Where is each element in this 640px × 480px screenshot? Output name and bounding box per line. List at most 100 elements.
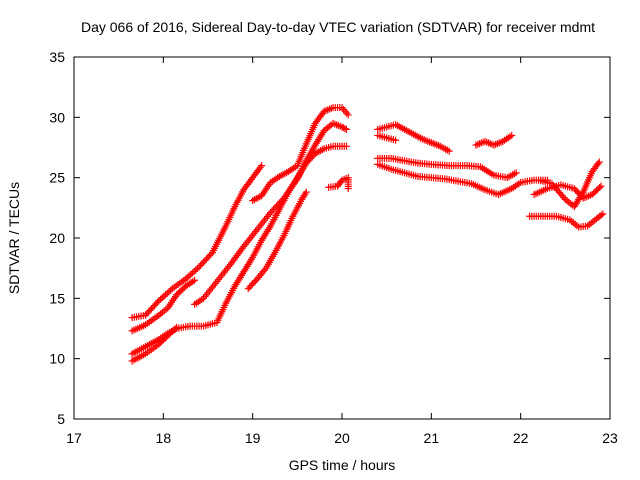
data-point <box>342 142 350 150</box>
data-point <box>141 311 149 319</box>
data-point <box>573 188 581 196</box>
data-point <box>193 264 201 272</box>
data-point <box>508 131 516 139</box>
series-arc-15 <box>535 158 603 211</box>
series-arc-12 <box>374 154 520 182</box>
data-point <box>271 204 279 212</box>
data-point <box>595 158 603 166</box>
data-point <box>272 202 280 210</box>
data-point <box>392 136 400 144</box>
data-point <box>342 125 350 133</box>
data-point <box>338 123 346 131</box>
data-point <box>570 185 578 193</box>
chart-title: Day 066 of 2016, Sidereal Day-to-day VTE… <box>81 19 595 35</box>
data-point <box>339 124 347 132</box>
x-tick-label: 18 <box>156 430 172 446</box>
data-point <box>191 276 199 284</box>
series-arc-9 <box>374 121 453 155</box>
series-arc-8 <box>325 174 352 193</box>
data-point <box>160 292 168 300</box>
data-point <box>162 291 170 299</box>
data-point <box>247 281 255 289</box>
data-point <box>201 257 209 265</box>
data-point <box>200 258 208 266</box>
data-point <box>150 302 158 310</box>
x-tick-label: 20 <box>334 430 350 446</box>
series-arc-5 <box>191 119 350 308</box>
x-tick-label: 17 <box>66 430 82 446</box>
data-point <box>144 308 152 316</box>
data-point <box>187 271 195 279</box>
data-point <box>205 252 213 260</box>
data-point <box>512 169 520 177</box>
y-tick-label: 25 <box>49 170 65 186</box>
data-point <box>274 201 282 209</box>
data-point <box>343 109 351 117</box>
data-point <box>596 184 604 192</box>
axis-ticks: 17 18 19 20 21 22 23 5 10 15 20 25 30 35 <box>49 49 618 446</box>
data-point <box>244 285 252 293</box>
series-arc-4 <box>128 323 181 365</box>
data-point <box>344 111 352 119</box>
x-axis-label: GPS time / hours <box>289 457 396 473</box>
series-arc-6 <box>249 104 352 205</box>
y-axis-label: SDTVAR / TECUs <box>6 182 22 294</box>
series-arc-16 <box>526 210 607 231</box>
x-tick-label: 23 <box>602 430 618 446</box>
x-tick-label: 21 <box>424 430 440 446</box>
data-point <box>246 283 254 291</box>
data-point <box>165 288 173 296</box>
data-point <box>249 280 257 288</box>
data-marks <box>128 104 607 365</box>
data-point <box>188 269 196 277</box>
data-point <box>302 188 310 196</box>
series-arc-11 <box>472 131 516 149</box>
data-point <box>340 105 348 113</box>
data-point <box>207 250 215 258</box>
data-point <box>572 186 580 194</box>
data-point <box>147 305 155 313</box>
data-point <box>185 272 193 280</box>
data-point <box>341 107 349 115</box>
data-point <box>155 297 163 305</box>
data-point <box>268 207 276 215</box>
data-point <box>277 197 285 205</box>
data-point <box>163 289 171 297</box>
data-point <box>204 253 212 261</box>
series-arc-7 <box>244 188 310 293</box>
data-point <box>149 303 157 311</box>
data-point <box>445 147 453 155</box>
data-point <box>153 298 161 306</box>
y-tick-label: 20 <box>49 230 65 246</box>
data-point <box>183 274 191 282</box>
data-point <box>203 255 211 263</box>
series-arc-2 <box>128 276 199 335</box>
data-point <box>278 196 286 204</box>
data-point <box>594 160 602 168</box>
y-tick-label: 35 <box>49 49 65 65</box>
data-point <box>275 199 283 207</box>
x-tick-label: 19 <box>245 430 261 446</box>
data-point <box>341 125 349 133</box>
data-point <box>597 182 605 190</box>
y-tick-label: 15 <box>49 290 65 306</box>
data-point <box>267 209 275 217</box>
data-point <box>597 211 605 219</box>
series-arc-10 <box>374 131 400 144</box>
data-point <box>167 286 175 294</box>
data-point <box>195 263 203 271</box>
data-point <box>190 267 198 275</box>
data-point <box>250 278 258 286</box>
data-point <box>157 295 165 303</box>
data-point <box>192 266 200 274</box>
y-tick-label: 5 <box>57 411 65 427</box>
data-point <box>143 310 151 318</box>
data-point <box>158 294 166 302</box>
series-arc-1 <box>128 162 266 322</box>
data-point <box>270 205 278 213</box>
data-point <box>146 306 154 314</box>
data-point <box>171 325 179 333</box>
x-tick-label: 22 <box>513 430 529 446</box>
y-tick-label: 10 <box>49 351 65 367</box>
